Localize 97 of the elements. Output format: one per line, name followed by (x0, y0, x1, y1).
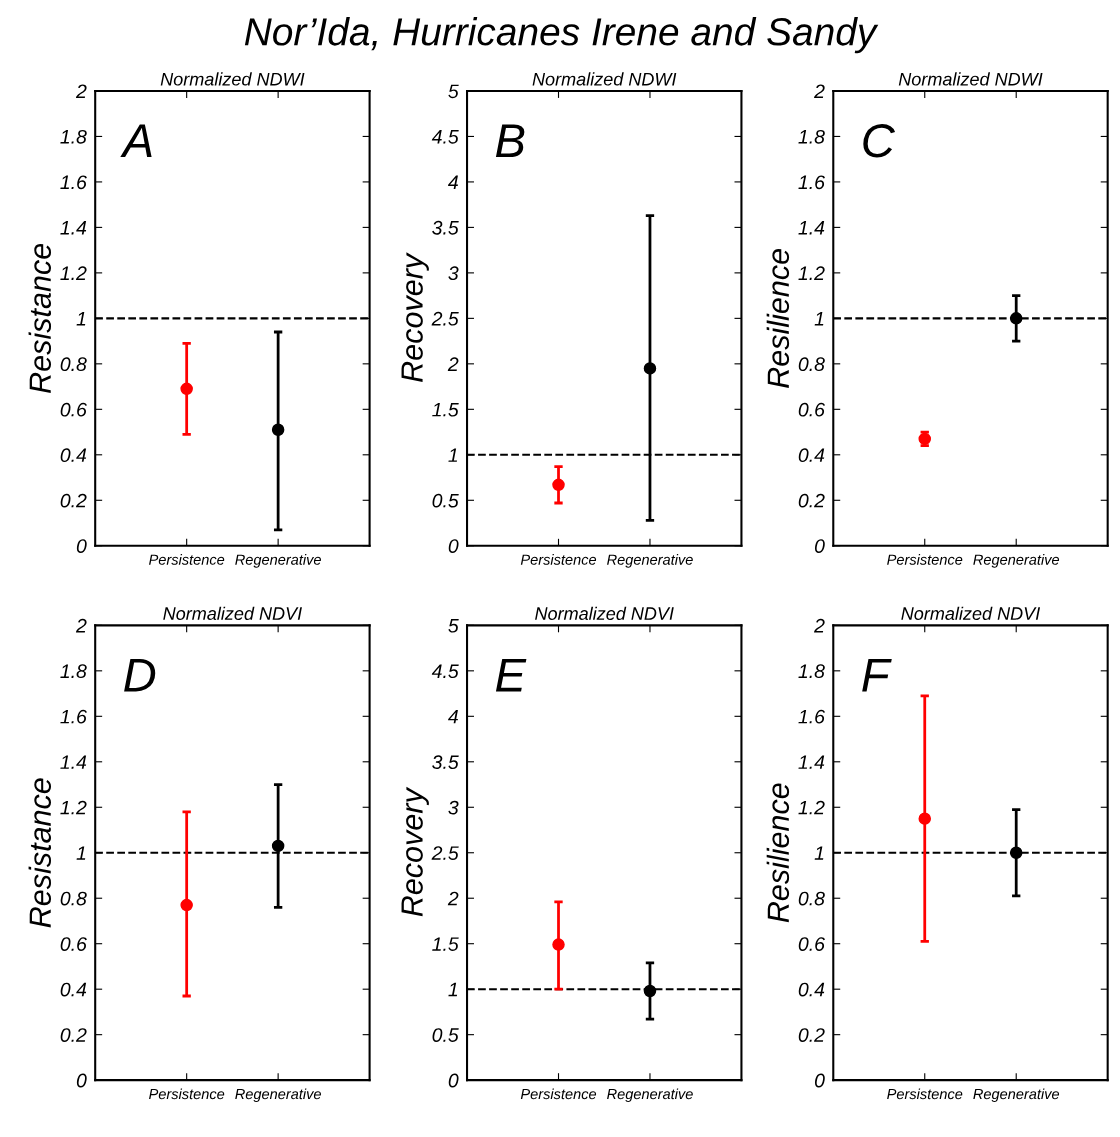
y-tick-label: 0.6 (60, 402, 87, 417)
y-tick-label: 0.2 (60, 1028, 87, 1042)
y-tick-label: 1.8 (60, 129, 87, 144)
y-tick-label: 1 (814, 312, 824, 326)
y-tick-label: 2.5 (431, 311, 459, 326)
y-tick-label: 1.2 (798, 266, 825, 280)
y-tick-label: 0.4 (60, 982, 87, 997)
y-tick-label: 2 (814, 618, 825, 633)
y-tick-label: 1.2 (60, 266, 87, 280)
y-tick-label: 1.6 (60, 709, 87, 724)
y-tick-label: 5 (448, 619, 459, 633)
y-tick-label: 3 (448, 800, 459, 815)
y-tick-label: 0.6 (60, 937, 87, 951)
y-tick-label: 0 (814, 539, 825, 553)
y-tick-label: 1.4 (60, 755, 87, 769)
annotation: F (862, 658, 892, 692)
chart-title: Normalized NDVI (901, 606, 1041, 620)
y-tick-label: 2 (814, 84, 825, 99)
y-tick-label: 1.2 (798, 800, 825, 815)
y-tick-label: 0.4 (798, 982, 825, 997)
y-tick-label: 1.8 (798, 664, 825, 679)
y-tick-label: 0.5 (432, 1028, 459, 1042)
y-tick-label: 1.4 (60, 221, 87, 235)
y-tick-label: 1.8 (60, 664, 87, 679)
chart-title: Normalized NDWI (532, 72, 677, 86)
y-tick-label: 0.2 (798, 1028, 825, 1042)
x-tick-label: Regenerative (973, 1088, 1060, 1103)
y-tick-label: 4 (448, 709, 458, 724)
y-tick-label: 5 (448, 84, 459, 99)
y-tick-label: 1.2 (60, 800, 87, 815)
text: Nor’Ida, Hurricanes Irene and Sandy (244, 17, 879, 54)
annotation: C (863, 124, 896, 158)
x-tick-label: Persistence (520, 554, 597, 565)
y-tick-label: 1 (448, 982, 458, 997)
y-tick-label: 0 (76, 539, 87, 553)
y-tick-label: 1.4 (798, 755, 825, 769)
y-tick-label: 0.5 (432, 493, 459, 508)
y-tick-label: 2 (75, 618, 87, 633)
annotation: D (124, 658, 156, 692)
y-tick-label: 0 (814, 1073, 825, 1088)
y-tick-label: 0.8 (798, 357, 825, 372)
x-tick-label: Regenerative (235, 1088, 321, 1103)
y-tick-label: 3.5 (432, 755, 459, 770)
y-tick-label: 0.8 (60, 357, 87, 372)
y-tick-label: 4.5 (431, 664, 459, 679)
y-tick-label: 1.6 (60, 175, 87, 190)
y-tick-label: 0 (448, 539, 459, 553)
x-tick-label: Persistence (887, 554, 963, 565)
y-tick-label: 2 (75, 84, 87, 99)
y-axis-title: Resilience (766, 249, 790, 388)
y-tick-label: 0 (76, 1073, 87, 1088)
chart-title: Normalized NDWI (898, 72, 1043, 86)
x-tick-label: Persistence (149, 554, 225, 565)
y-tick-label: 0.6 (798, 937, 825, 951)
y-tick-label: 1.4 (798, 221, 825, 235)
y-tick-label: 1 (76, 846, 86, 860)
y-tick-label: 0.4 (798, 448, 825, 463)
x-tick-label: Regenerative (973, 554, 1060, 568)
y-tick-label: 3.5 (432, 220, 459, 235)
y-tick-label: 2.5 (431, 846, 459, 860)
y-tick-label: 0 (448, 1073, 459, 1088)
annotation: B (495, 124, 525, 158)
y-tick-label: 2 (447, 891, 459, 906)
x-tick-label: Persistence (149, 1088, 225, 1100)
y-tick-label: 1.8 (798, 129, 825, 144)
annotation: A (120, 124, 152, 158)
y-tick-label: 4 (448, 175, 458, 189)
y-tick-label: 0.6 (798, 402, 825, 417)
y-tick-label: 1.6 (798, 709, 825, 724)
y-tick-label: 1 (76, 312, 86, 326)
chart-title: Normalized NDVI (535, 606, 674, 620)
y-tick-label: 0.8 (60, 891, 87, 906)
y-axis-title: Recovery (401, 786, 429, 917)
x-tick-label: Persistence (887, 1088, 963, 1100)
x-tick-label: Regenerative (607, 1088, 693, 1103)
y-tick-label: 4.5 (431, 130, 459, 144)
chart-title: Normalized NDVI (163, 606, 302, 620)
chart-title: Normalized NDWI (160, 72, 305, 86)
y-tick-label: 0.2 (798, 493, 825, 508)
y-tick-label: 1.5 (432, 937, 459, 951)
y-axis-title: Resistance (28, 243, 52, 393)
y-tick-label: 1.6 (798, 175, 825, 190)
y-tick-label: 1.5 (432, 402, 459, 417)
annotation: E (495, 658, 527, 692)
y-tick-label: 1 (448, 448, 458, 462)
x-tick-label: Regenerative (235, 554, 321, 568)
y-tick-label: 3 (448, 266, 459, 281)
x-tick-label: Persistence (520, 1088, 597, 1100)
y-axis-title: Resistance (28, 778, 52, 928)
y-axis-title: Resilience (766, 783, 790, 923)
y-tick-label: 0.4 (60, 448, 87, 463)
y-tick-label: 0.8 (798, 891, 825, 906)
y-tick-label: 0.2 (60, 493, 87, 508)
x-tick-label: Regenerative (607, 554, 693, 568)
y-tick-label: 1 (814, 846, 824, 860)
y-axis-title: Recovery (401, 252, 429, 382)
y-tick-label: 2 (447, 357, 459, 371)
